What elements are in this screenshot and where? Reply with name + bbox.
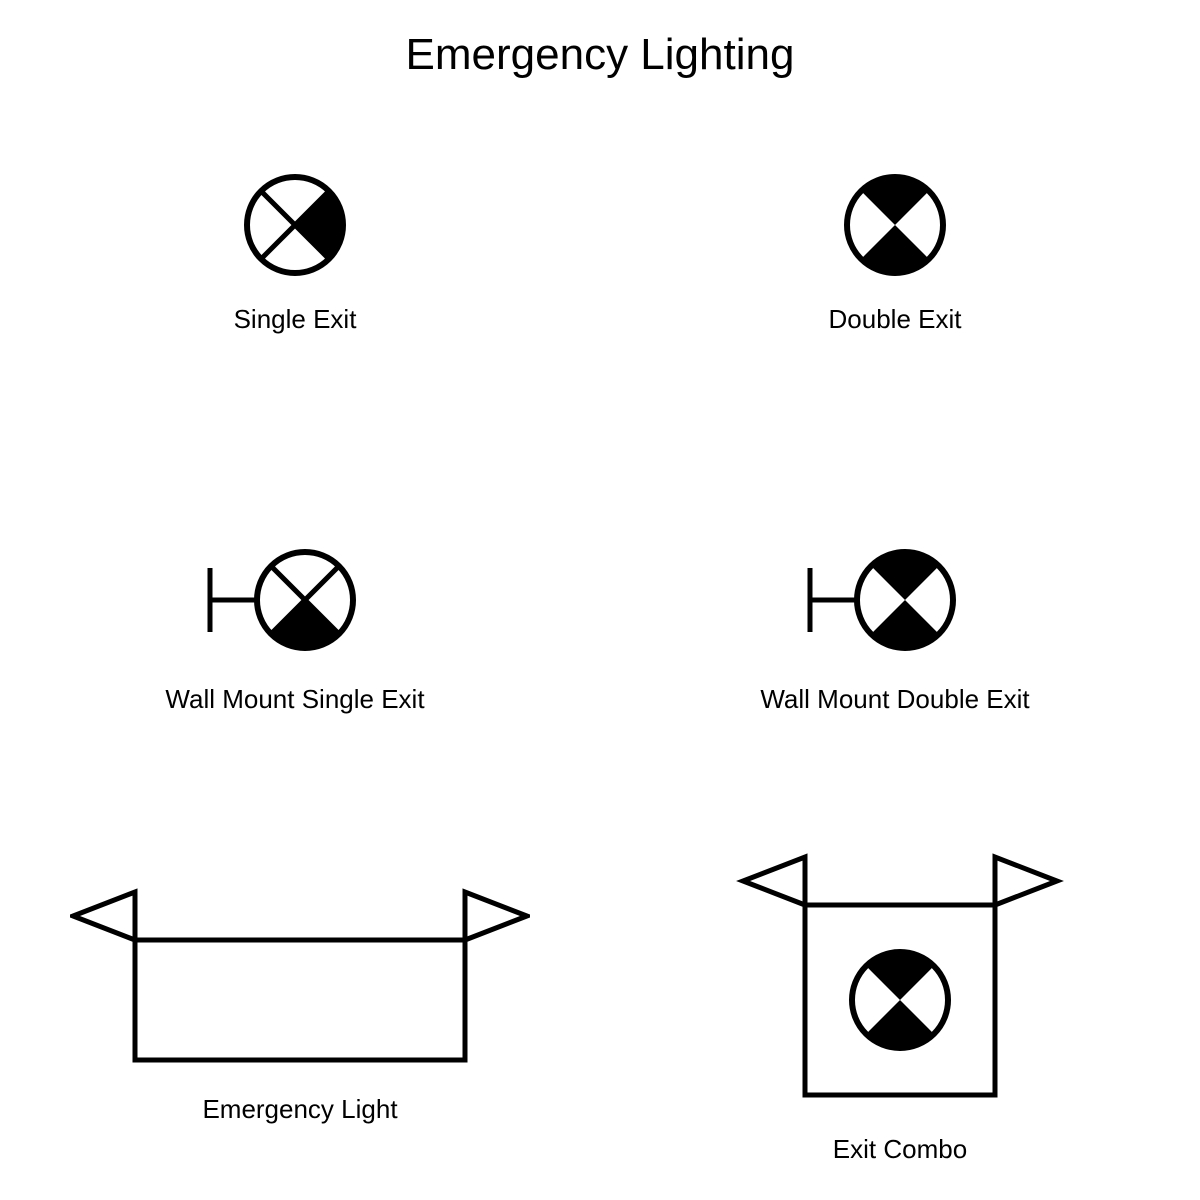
emergency-light-icon: [70, 870, 530, 1070]
exit-combo-icon: [720, 850, 1080, 1110]
symbol-emergency-light: Emergency Light: [70, 870, 530, 1125]
wall-mount-single-exit-label: Wall Mount Single Exit: [115, 684, 475, 715]
page-title: Emergency Lighting: [0, 30, 1200, 80]
emergency-light-label: Emergency Light: [70, 1094, 530, 1125]
wall-mount-double-exit-icon: [795, 540, 995, 660]
single-exit-icon: [235, 170, 355, 280]
double-exit-label: Double Exit: [745, 304, 1045, 335]
symbol-double-exit: Double Exit: [745, 170, 1045, 335]
symbol-wall-mount-double-exit: Wall Mount Double Exit: [715, 540, 1075, 715]
single-exit-label: Single Exit: [145, 304, 445, 335]
wall-mount-double-exit-label: Wall Mount Double Exit: [715, 684, 1075, 715]
symbol-single-exit: Single Exit: [145, 170, 445, 335]
symbol-wall-mount-single-exit: Wall Mount Single Exit: [115, 540, 475, 715]
exit-combo-label: Exit Combo: [720, 1134, 1080, 1165]
symbol-exit-combo: Exit Combo: [720, 850, 1080, 1165]
page: Emergency Lighting Single Exit Double Ex…: [0, 0, 1200, 1200]
wall-mount-single-exit-icon: [195, 540, 395, 660]
double-exit-icon: [835, 170, 955, 280]
